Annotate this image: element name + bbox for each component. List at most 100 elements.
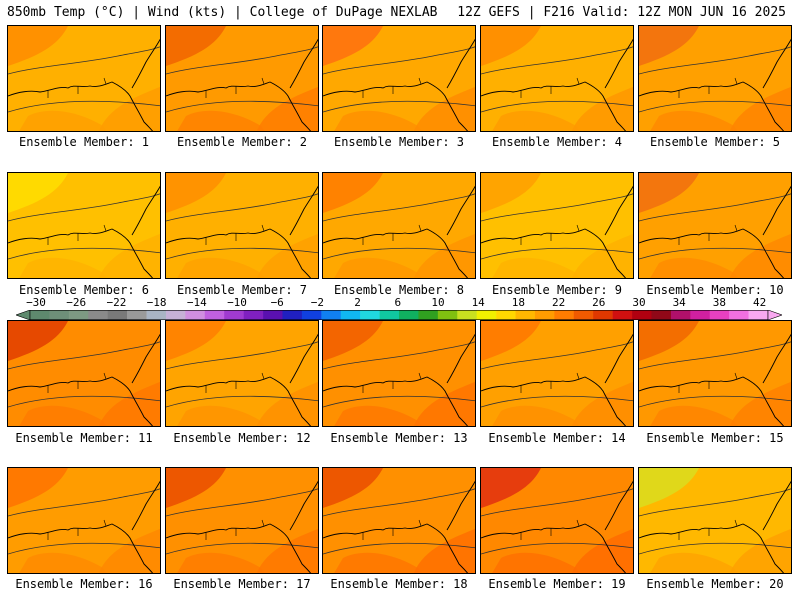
- colorbar-swatch: [418, 310, 439, 320]
- ensemble-map-panel: [165, 320, 319, 427]
- ensemble-map-panel: [480, 467, 634, 574]
- ensemble-member-label: Ensemble Member: 5: [649, 135, 781, 149]
- colorbar-tick-label: 6: [394, 296, 402, 309]
- ensemble-member-label: Ensemble Member: 11: [15, 431, 153, 445]
- colorbar-tick-label: 10: [431, 296, 445, 309]
- colorbar-swatch: [263, 310, 283, 320]
- colorbar-swatch: [68, 310, 89, 320]
- colorbar-tick-label: −2: [310, 296, 325, 309]
- run-valid-time: 12Z GEFS | F216 Valid: 12Z MON JUN 16 20…: [457, 5, 786, 20]
- chart-title: 850mb Temp (°C) | Wind (kts) | College o…: [7, 5, 438, 20]
- ensemble-map-panel: [480, 320, 634, 427]
- colorbar-swatch: [360, 310, 380, 320]
- colorbar-swatch: [457, 310, 477, 320]
- colorbar-swatch: [282, 310, 303, 320]
- ensemble-member-label: Ensemble Member: 4: [491, 135, 623, 149]
- colorbar-swatch: [107, 310, 128, 320]
- colorbar-tick-label: −30: [26, 296, 46, 309]
- temperature-colorbar: [16, 310, 782, 320]
- ensemble-member-label: Ensemble Member: 17: [173, 577, 311, 591]
- colorbar-swatch: [165, 310, 186, 320]
- ensemble-map-panel: [322, 25, 476, 132]
- colorbar-tick-label: −22: [106, 296, 127, 309]
- colorbar-swatch: [729, 310, 749, 320]
- colorbar-swatch: [49, 310, 70, 320]
- ensemble-map-panel: [7, 25, 161, 132]
- colorbar-swatch: [593, 310, 613, 320]
- ensemble-member-label: Ensemble Member: 15: [646, 431, 784, 445]
- ensemble-map-panel: [322, 320, 476, 427]
- colorbar-max-arrow: [767, 310, 782, 320]
- ensemble-map-panel: [480, 25, 634, 132]
- ensemble-map-panel: [7, 320, 161, 427]
- colorbar-tick-label: 30: [632, 296, 646, 309]
- ensemble-member-label: Ensemble Member: 9: [491, 283, 623, 297]
- ensemble-member-label: Ensemble Member: 2: [176, 135, 308, 149]
- ensemble-map-panel: [322, 172, 476, 279]
- ensemble-member-label: Ensemble Member: 20: [646, 577, 784, 591]
- colorbar-swatch: [670, 310, 691, 320]
- colorbar-swatch: [612, 310, 633, 320]
- ensemble-member-label: Ensemble Member: 3: [333, 135, 465, 149]
- colorbar-swatch: [146, 310, 167, 320]
- colorbar-swatch: [127, 310, 147, 320]
- ensemble-map-panel: [480, 172, 634, 279]
- ensemble-member-label: Ensemble Member: 8: [333, 283, 465, 297]
- ensemble-member-label: Ensemble Member: 14: [488, 431, 626, 445]
- ensemble-map-panel: [7, 172, 161, 279]
- colorbar-tick-label: −6: [270, 296, 284, 309]
- ensemble-map-panel: [165, 467, 319, 574]
- ensemble-map-panel: [638, 320, 792, 427]
- ensemble-map-panel: [165, 172, 319, 279]
- ensemble-member-label: Ensemble Member: 16: [15, 577, 153, 591]
- colorbar-swatch: [709, 310, 730, 320]
- colorbar-swatch: [748, 310, 769, 320]
- ensemble-map-panel: [165, 25, 319, 132]
- colorbar-swatch: [224, 310, 244, 320]
- colorbar-swatch: [632, 310, 652, 320]
- colorbar-swatch: [437, 310, 458, 320]
- colorbar-labels: −30 −26 −22 −18 −14 −10 −6 −2 2 6 10 14 18 22 26 30 34 38…: [0, 296, 800, 309]
- colorbar-swatch: [321, 310, 342, 320]
- ensemble-member-label: Ensemble Member: 7: [176, 283, 308, 297]
- colorbar-swatch: [690, 310, 711, 320]
- ensemble-member-label: Ensemble Member: 6: [18, 283, 150, 297]
- colorbar-swatch: [88, 310, 108, 320]
- colorbar-tick-label: 34: [672, 296, 686, 309]
- colorbar-swatch: [554, 310, 575, 320]
- colorbar-swatch: [573, 310, 594, 320]
- colorbar-swatch: [243, 310, 264, 320]
- ensemble-member-label: Ensemble Member: 1: [18, 135, 150, 149]
- ensemble-member-label: Ensemble Member: 12: [173, 431, 311, 445]
- colorbar-swatch: [399, 310, 419, 320]
- ensemble-member-label: Ensemble Member: 18: [330, 577, 468, 591]
- colorbar-tick-label: 2: [354, 296, 361, 309]
- ensemble-map-panel: [322, 467, 476, 574]
- ensemble-map-panel: [638, 25, 792, 132]
- colorbar-tick-label: 14: [471, 296, 485, 309]
- colorbar-swatch: [204, 310, 225, 320]
- ensemble-map-panel: [638, 172, 792, 279]
- colorbar-swatch: [301, 310, 322, 320]
- colorbar-swatch: [476, 310, 497, 320]
- colorbar-swatch: [30, 310, 50, 320]
- colorbar-swatch: [379, 310, 400, 320]
- colorbar-tick-label: 38: [712, 296, 727, 309]
- ensemble-map-panel: [638, 467, 792, 574]
- ensemble-member-label: Ensemble Member: 10: [646, 283, 784, 297]
- colorbar-swatch: [185, 310, 206, 320]
- ensemble-member-label: Ensemble Member: 13: [330, 431, 468, 445]
- colorbar-swatch: [534, 310, 555, 320]
- colorbar-tick-label: 42: [752, 296, 767, 309]
- colorbar-tick-label: −26: [66, 296, 87, 309]
- colorbar-tick-label: −18: [146, 296, 167, 309]
- colorbar-tick-label: 22: [551, 296, 566, 309]
- colorbar-swatch: [496, 310, 516, 320]
- colorbar-tick-label: −10: [227, 296, 247, 309]
- colorbar-tick-label: 18: [511, 296, 526, 309]
- ensemble-member-label: Ensemble Member: 19: [488, 577, 626, 591]
- ensemble-map-panel: [7, 467, 161, 574]
- colorbar-tick-label: 26: [592, 296, 606, 309]
- colorbar-tick-label: −14: [186, 296, 207, 309]
- colorbar-swatch: [515, 310, 536, 320]
